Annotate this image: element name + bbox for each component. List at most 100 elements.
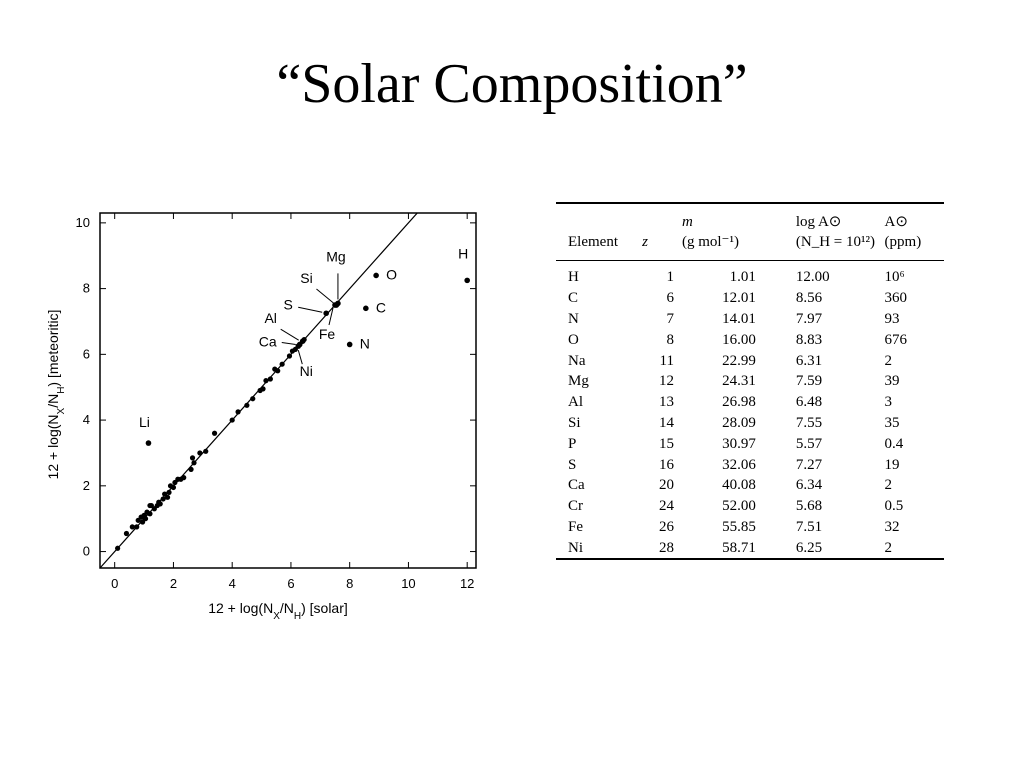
point-label: Ca [259,333,277,349]
data-point [123,530,130,537]
callout-line [328,307,334,326]
table-row: N 7 14.01 7.97 93 [556,309,944,330]
cell-z: 24 [658,498,674,515]
cell-log: 6.48 [795,394,823,411]
table-row: H 1 1.01 12.00 10⁶ [556,261,944,288]
data-point [197,450,203,456]
cell-element: O [568,331,579,348]
data-point [160,496,166,502]
data-point [157,501,163,507]
cell-log: 7.27 [795,456,823,473]
cell-z: 28 [658,539,674,556]
cell-z: 12 [658,373,674,390]
table-body: H 1 1.01 12.00 10⁶ C 6 12.01 8.56 360 N 7 14.01 7.97 9… [556,261,944,560]
header-z: z [642,234,648,250]
x-tick-label: 10 [401,576,415,591]
scatter-chart: 0 2 4 6 8 10 12 0 2 4 6 8 10 12 + log(NX/NH) [solar] 1… [45,212,477,622]
header-ppm: A⊙ (ppm) [884,214,922,250]
reference-line-y-equals-x [100,213,419,568]
table-row: P 15 30.97 5.57 0.4 [556,433,944,454]
cell-element: Ca [568,477,585,494]
header-element: Element [568,234,618,250]
data-point-li [145,440,152,446]
x-axis-label: 12 + log(NX/NH) [solar] [208,600,348,622]
data-point [188,466,194,472]
y-tick-label: 8 [83,281,90,296]
callout-line [298,306,323,313]
data-point [129,524,135,530]
cell-element: S [568,456,577,473]
cell-z: 14 [658,414,674,431]
point-label: H [458,245,468,261]
cell-log: 8.83 [795,331,823,348]
cell-z: 26 [658,518,674,535]
cell-element: Na [568,352,586,369]
cell-element: Fe [568,518,583,535]
cell-m: 52.00 [722,498,756,515]
cell-ppm: 32 [884,518,900,535]
cell-element: Ni [568,539,583,556]
cell-m: 12.01 [722,290,756,307]
x-tick-label: 8 [346,576,353,591]
data-point [244,402,250,408]
cell-log: 6.25 [795,539,823,556]
data-point-h [464,277,470,284]
cell-z: 15 [658,435,674,452]
cell-log: 6.34 [795,477,823,494]
point-label: Si [300,270,312,286]
x-tick-label: 0 [111,576,118,591]
cell-element: Al [568,394,583,411]
x-tick-label: 2 [170,576,177,591]
x-tick-label: 4 [229,576,236,591]
cell-m: 58.71 [722,539,756,556]
callout-line [316,288,334,304]
header-mass: m (g mol⁻¹) [681,214,739,250]
y-tick-label: 0 [83,544,90,559]
table-row: Ca 20 40.08 6.34 2 [556,475,944,496]
table-row: Na 11 22.99 6.31 2 [556,350,944,371]
table-row: Mg 12 24.31 7.59 39 [556,371,944,392]
point-label: Al [264,310,276,326]
data-point [286,353,293,359]
data-point [203,448,209,454]
table-row: S 16 32.06 7.27 19 [556,454,944,475]
cell-m: 1.01 [729,269,756,286]
cell-log: 5.57 [795,435,823,452]
data-point-c [363,305,369,312]
point-label: Ni [300,363,313,379]
cell-z: 6 [666,290,674,307]
cell-m: 14.01 [722,310,756,327]
data-point-fe [332,302,338,308]
cell-log: 7.97 [795,310,823,327]
cell-element: N [568,310,579,327]
cell-ppm: 676 [884,331,908,348]
data-point [267,376,273,382]
cell-ppm: 19 [884,456,900,473]
cell-log: 7.59 [795,373,823,390]
cell-log: 5.68 [795,498,823,515]
cell-m: 28.09 [722,414,756,431]
callout-line [297,349,303,365]
cell-ppm: 2 [884,539,893,556]
callout-line [281,341,296,345]
data-point [166,489,172,495]
table-row: C 6 12.01 8.56 360 [556,288,944,309]
cell-z: 1 [666,269,674,286]
table-header-row: Element z m (g mol⁻¹) log A⊙ (N_H = 10¹²… [556,203,944,261]
cell-element: Mg [568,373,589,390]
y-tick-label: 6 [83,346,90,361]
callout-line [280,328,299,341]
data-point [229,417,235,423]
cell-element: C [568,290,579,307]
plot-frame [99,212,477,569]
data-point [170,484,177,491]
cell-z: 16 [658,456,674,473]
cell-m: 55.85 [722,518,756,535]
cell-element: H [568,269,579,286]
data-point [142,516,149,522]
header-log-abundance: log A⊙ (N_H = 10¹²) [795,214,875,250]
cell-element: Cr [568,498,583,515]
cell-ppm: 2 [884,352,893,369]
cell-ppm: 0.5 [884,498,904,515]
cell-ppm: 35 [884,414,900,431]
